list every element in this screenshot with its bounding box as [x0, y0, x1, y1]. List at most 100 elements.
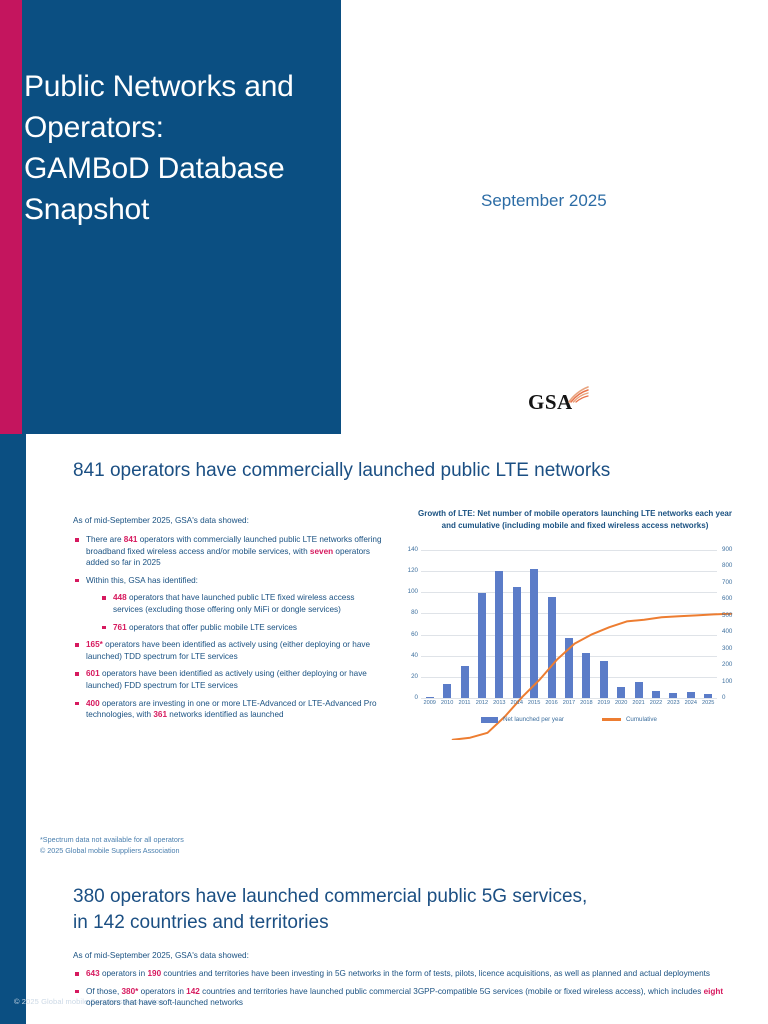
chart-x-tick-label: 2010 [440, 700, 454, 706]
highlight-number: 142 [186, 986, 200, 996]
chart-bar [582, 652, 591, 698]
chart-right-tick-label: 100 [722, 677, 733, 685]
chart-bar-cell [630, 550, 647, 698]
chart-bar [686, 691, 695, 698]
chart-plot-area [421, 550, 733, 740]
legend-label-net-launched: Net launched per year [503, 716, 564, 723]
lte-growth-chart: Growth of LTE: Net number of mobile oper… [398, 508, 750, 820]
chart-left-tick-label: 0 [414, 694, 418, 701]
chart-cumulative-line [451, 612, 733, 740]
chart-bar-cell [665, 550, 682, 698]
chart-x-tick-label: 2014 [510, 700, 523, 706]
chart-bar-cell [525, 550, 542, 698]
chart-legend: Net launched per year Cumulative [421, 716, 717, 723]
legend-label-cumulative: Cumulative [625, 716, 657, 723]
highlight-number: 601 [86, 669, 100, 679]
chart-bar [617, 687, 626, 698]
lte-heading: 841 operators have commercially launched… [73, 460, 611, 481]
list-item: 400 operators are investing in one or mo… [73, 698, 385, 721]
chart-bar-cell [491, 550, 508, 698]
chart-bar [530, 569, 539, 698]
chart-bar-cell [578, 550, 595, 698]
lte-section: 841 operators have commercially launched… [0, 434, 768, 880]
highlight-number: 380* [121, 986, 139, 996]
list-item: There are 841 operators with commerciall… [73, 534, 385, 569]
chart-bar-cell [682, 550, 699, 698]
chart-x-tick-label: 2025 [701, 700, 715, 706]
footnote-copyright: © 2025 Global mobile Suppliers Associati… [40, 845, 180, 855]
chart-x-tick-label: 2013 [493, 700, 506, 706]
chart-bar-cell [700, 550, 717, 698]
fiveg-section: 380 operators have launched commercial p… [0, 880, 768, 1024]
chart-gridline [421, 550, 717, 551]
chart-bar-cell [612, 550, 629, 698]
gsa-logo: GSA [528, 386, 590, 414]
chart-x-tick-label: 2012 [475, 700, 489, 706]
chart-gridline [421, 613, 717, 615]
chart-bar [512, 587, 521, 698]
chart-bar-cell [473, 550, 490, 698]
chart-bar [495, 571, 504, 698]
chart-right-tick-label: 300 [722, 644, 733, 652]
chart-gridline [421, 571, 717, 573]
chart-gridline [421, 698, 717, 699]
highlight-number: 190 [147, 969, 162, 978]
highlight-number: 761 [113, 622, 127, 632]
chart-bars [421, 550, 717, 698]
chart-x-tick-label: 2011 [458, 700, 471, 706]
chart-bar [651, 690, 660, 698]
title-date: September 2025 [481, 191, 607, 210]
title-copyright: © 2025 Global mobile Suppliers Associati… [14, 997, 164, 1006]
chart-x-tick-label: 2020 [614, 700, 628, 706]
chart-bar [460, 666, 469, 698]
chart-x-tick-label: 2022 [649, 700, 663, 706]
legend-swatch-bar-icon [481, 716, 499, 723]
list-item: Within this, GSA has identified: 448 oper… [73, 575, 385, 633]
chart-bar-cell [595, 550, 612, 698]
chart-bar [477, 593, 486, 698]
chart-left-tick-label: 60 [411, 630, 418, 638]
left-edge-blue-bar-top [22, 0, 26, 434]
chart-x-tick-label: 2017 [562, 700, 576, 706]
chart-bar-cell [438, 550, 455, 698]
list-item: 643 operators in 190 countries and terri… [73, 968, 733, 980]
fiveg-heading-line2: in 142 countries and territories [73, 912, 329, 933]
chart-title: Growth of LTE: Net number of mobile oper… [418, 509, 732, 530]
left-edge-pink-bar [0, 0, 22, 434]
chart-bar-cell [560, 550, 577, 698]
list-item: 165* operators have been identified as a… [73, 639, 385, 662]
chart-right-tick-label: 800 [722, 562, 733, 570]
list-item: 448 operators that have launched public … [100, 592, 385, 615]
list-item: 761 operators that offer public mobile L… [100, 622, 385, 634]
lte-bullet-list: There are 841 operators with commerciall… [73, 534, 385, 727]
chart-bar-cell [456, 550, 473, 698]
highlight-number: 643 [86, 969, 100, 978]
title-slide-panel [26, 0, 341, 434]
list-item: 601 operators have been identified as ac… [73, 668, 385, 691]
fiveg-intro-text: As of mid-September 2025, GSA's data sho… [73, 951, 249, 960]
page-title: Public Networks and Operators: GAMBoD Da… [24, 70, 294, 226]
chart-left-tick-label: 140 [407, 546, 418, 553]
fiveg-bullet-list: 643 operators in 190 countries and terri… [73, 968, 733, 1015]
chart-right-tick-label: 400 [722, 628, 733, 636]
left-edge-blue-bar-lower [0, 434, 26, 1024]
chart-x-tick-label: 2019 [597, 700, 610, 706]
chart-bar [704, 693, 713, 698]
chart-bar [564, 637, 573, 698]
chart-x-tick-label: 2015 [527, 700, 541, 706]
chart-x-axis-labels: 2009 2010 2011 2012 2013 2014 2015 2016 2017 2018… [421, 700, 717, 706]
chart-bar [443, 684, 452, 698]
chart-bar [669, 692, 678, 698]
legend-item-net-launched: Net launched per year [481, 716, 564, 723]
chart-bar [599, 661, 608, 698]
chart-left-tick-label: 120 [407, 567, 418, 575]
chart-right-tick-label: 500 [722, 611, 733, 619]
chart-gridline [421, 592, 717, 594]
chart-bar-cell [421, 550, 438, 698]
chart-right-tick-label: 700 [722, 578, 733, 586]
highlight-number: 165* [86, 640, 103, 650]
gsa-logo-wordmark: GSA [528, 390, 573, 414]
footnote-spectrum-note: *Spectrum data not available for all ope… [40, 835, 184, 844]
chart-x-tick-label: 2016 [545, 700, 558, 706]
